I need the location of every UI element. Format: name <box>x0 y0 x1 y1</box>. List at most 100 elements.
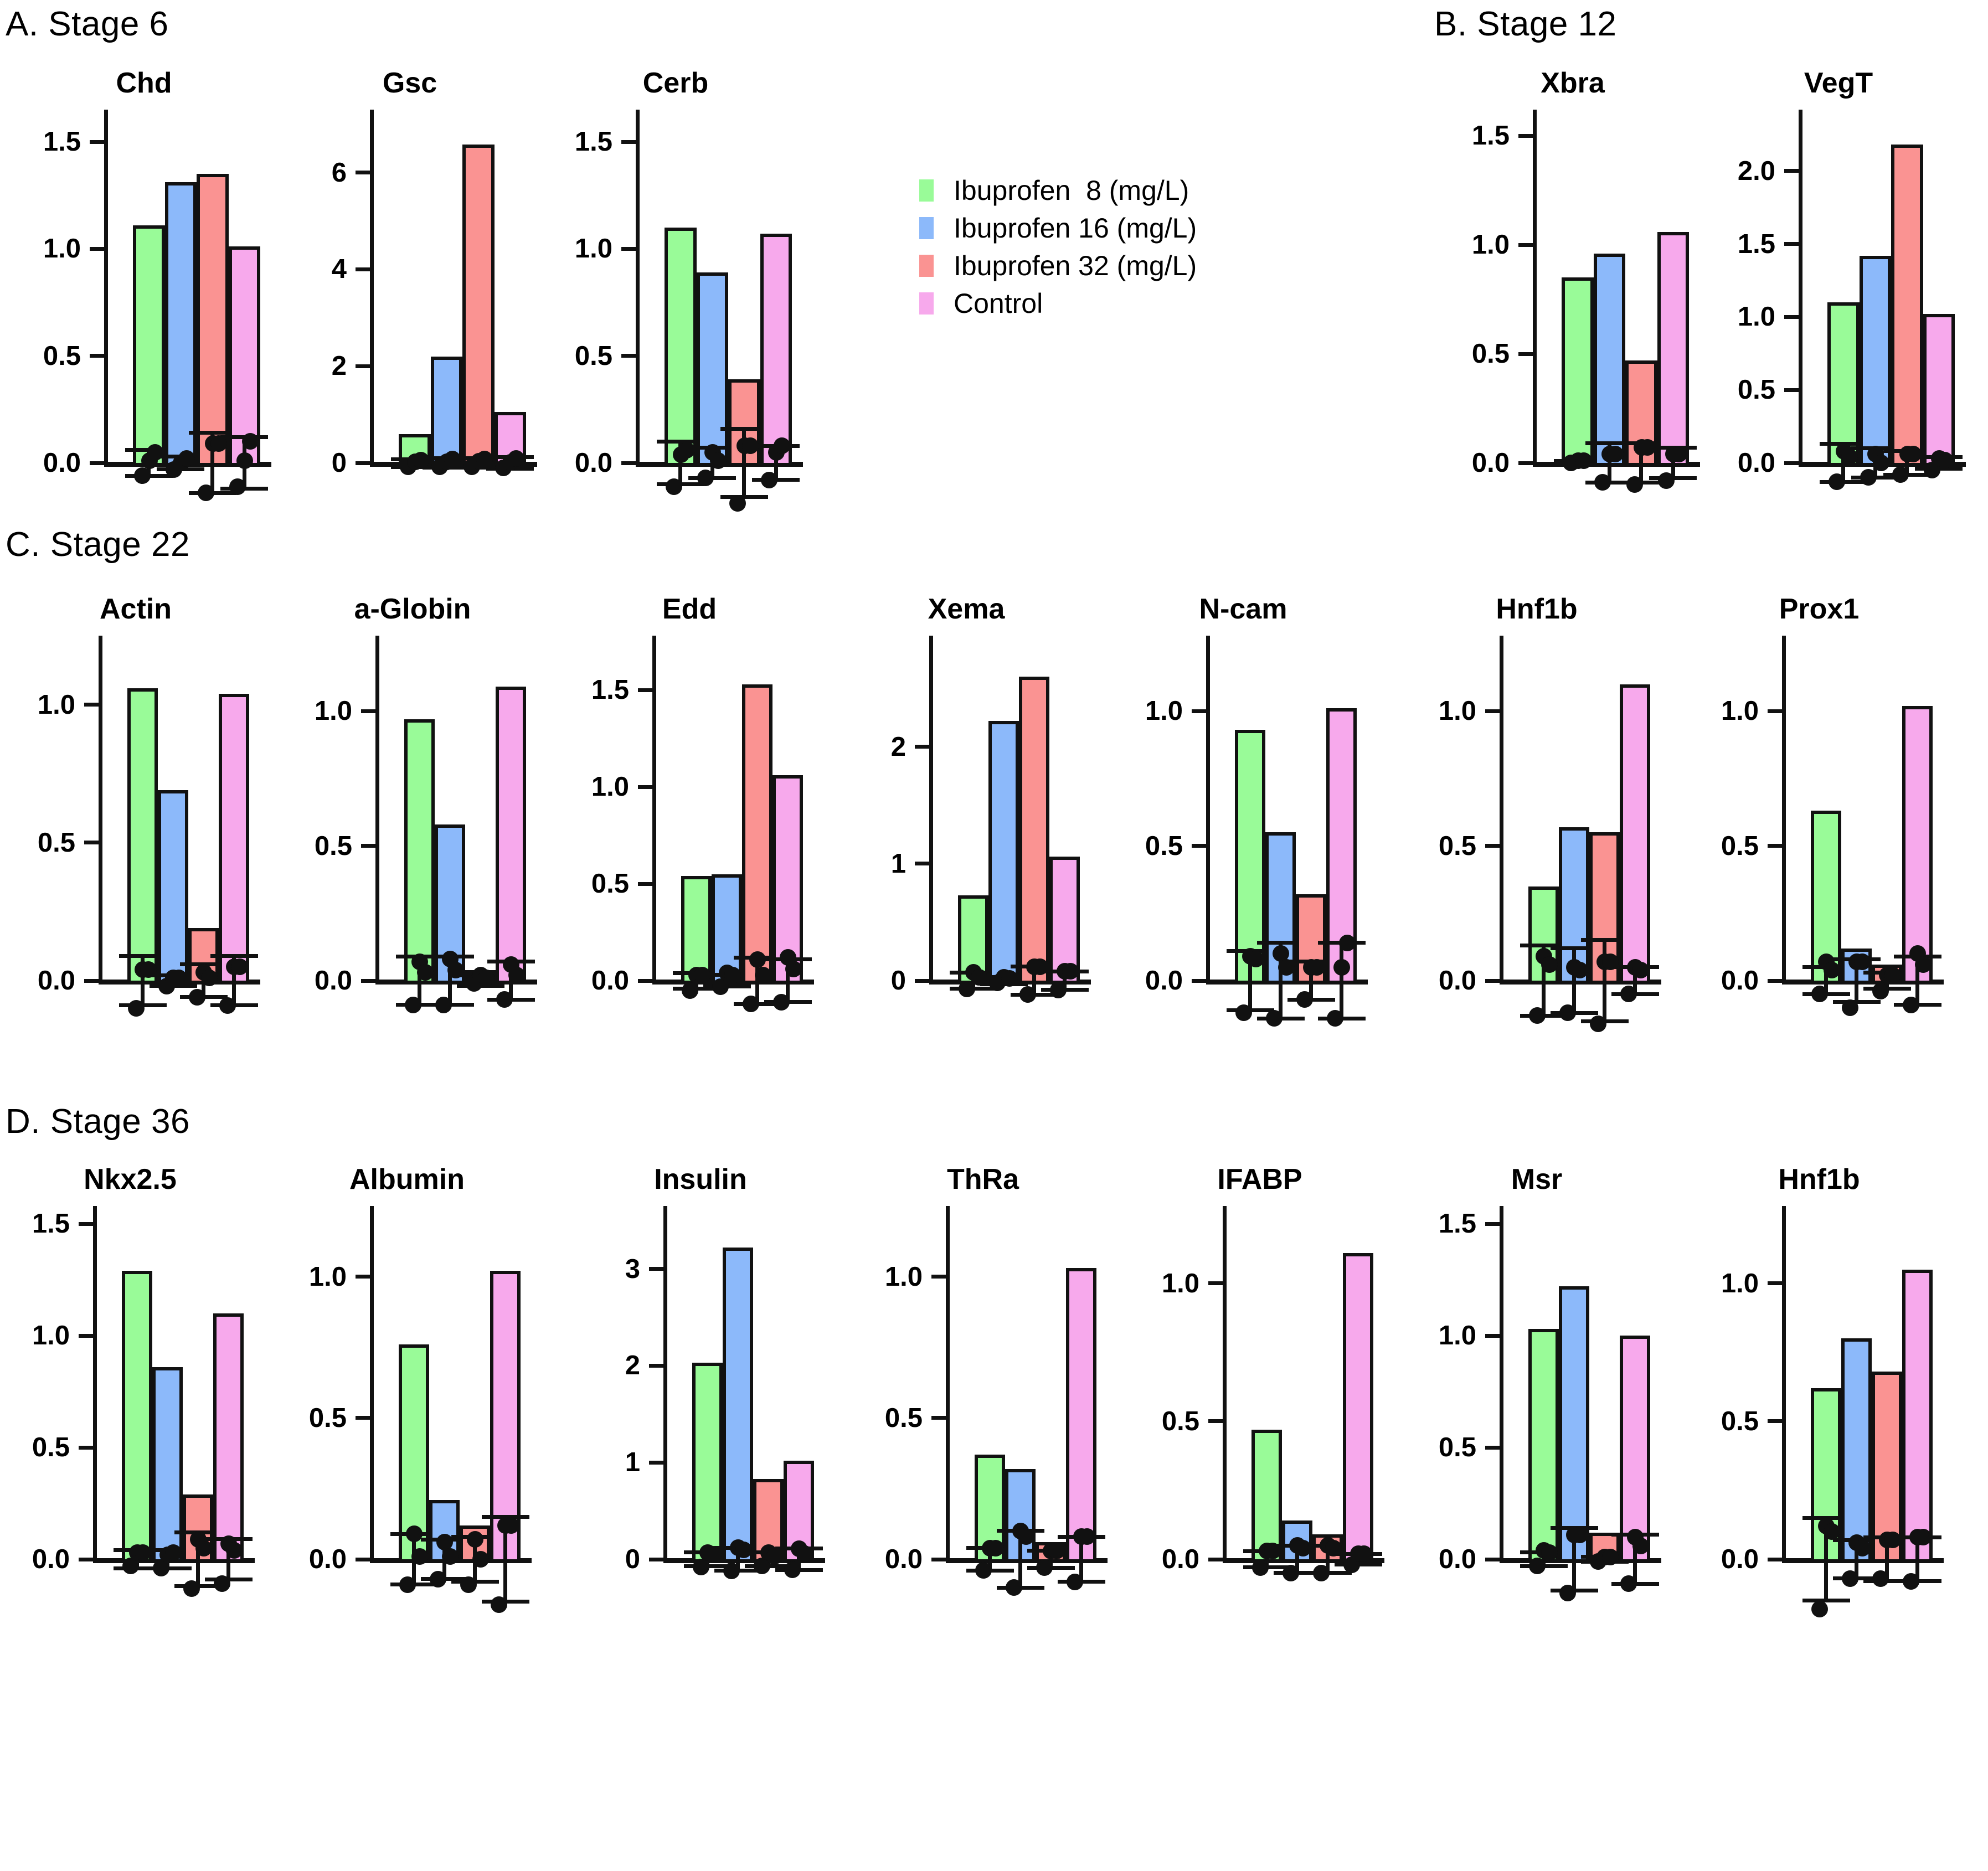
bar-ibu8[interactable] <box>119 688 167 1017</box>
data-point <box>1566 1526 1583 1543</box>
bar-control[interactable] <box>1041 857 1089 998</box>
bar-ibu16[interactable] <box>143 1367 192 1577</box>
bar-ibu16[interactable] <box>1550 1286 1598 1601</box>
data-point <box>1903 996 1920 1013</box>
bar-ibu32[interactable] <box>733 684 781 1012</box>
y-tick-label: 1 <box>890 848 906 879</box>
bar-ibu16[interactable] <box>714 1248 762 1579</box>
data-point <box>1026 958 1043 975</box>
bar-ibu16[interactable] <box>1256 832 1305 1027</box>
bar-ibu8[interactable] <box>672 876 720 999</box>
bar-ibu16[interactable] <box>1550 827 1598 1022</box>
bar-ibu32[interactable] <box>456 967 504 992</box>
bar-ibu32[interactable] <box>1027 1542 1075 1576</box>
bar-ibu16[interactable] <box>420 1499 468 1587</box>
bar-ibu8[interactable] <box>390 1344 438 1593</box>
legend-item-ibu32[interactable]: Ibuprofen 32 (mg/L) <box>919 247 1197 285</box>
y-axis-line <box>1533 110 1537 463</box>
bar-control[interactable] <box>481 1271 529 1613</box>
bar-ibu8[interactable] <box>1226 730 1274 1022</box>
bar-control[interactable] <box>486 412 534 476</box>
data-point <box>1043 1542 1060 1559</box>
y-tick-mark <box>1784 169 1799 173</box>
bar-ibu16[interactable] <box>688 272 737 487</box>
bar-group <box>1553 110 1697 493</box>
bar-ibu8[interactable] <box>395 719 444 1013</box>
bar-ibu32[interactable] <box>1287 894 1335 1008</box>
bar-control[interactable] <box>764 775 812 1011</box>
bar-ibu32[interactable] <box>1883 145 1931 483</box>
bar-ibu8[interactable] <box>1520 886 1568 1024</box>
error-bar-cap <box>1520 1564 1568 1568</box>
bar-ibu16[interactable] <box>1832 1338 1881 1587</box>
bar-control[interactable] <box>1915 314 1963 479</box>
bar-ibu32[interactable] <box>720 379 768 512</box>
bar-ibu32[interactable] <box>1617 360 1665 493</box>
bar-control[interactable] <box>752 234 800 488</box>
bar-control[interactable] <box>1317 708 1366 1027</box>
bar-ibu32[interactable] <box>1863 964 1911 1000</box>
y-tick-label: 6 <box>331 157 347 188</box>
bar-control[interactable] <box>1649 231 1697 489</box>
bar-ibu32[interactable] <box>1863 1372 1911 1587</box>
bar-ibu32[interactable] <box>1580 1532 1629 1570</box>
error-bar-cap <box>1585 480 1634 484</box>
bar-ibu8[interactable] <box>1553 277 1601 471</box>
bar-ibu32[interactable] <box>174 1494 222 1597</box>
bar-ibu8[interactable] <box>113 1271 161 1575</box>
bar-ibu16[interactable] <box>996 1468 1044 1596</box>
bar-ibu32[interactable] <box>1304 1534 1352 1581</box>
chart-title: Insulin <box>654 1163 747 1195</box>
bar-ibu8[interactable] <box>949 895 997 997</box>
bar-ibu16[interactable] <box>426 824 474 1013</box>
bar-ibu32[interactable] <box>451 1525 499 1593</box>
bar-control[interactable] <box>1057 1268 1105 1590</box>
bar-ibu16[interactable] <box>157 182 205 478</box>
legend-item-ibu8[interactable]: Ibuprofen 8 (mg/L) <box>919 172 1197 209</box>
data-point <box>1529 1007 1546 1024</box>
chart-chd: Chd 0.0 0.5 1.0 1.5 <box>22 66 271 502</box>
bar-ibu16[interactable] <box>1585 253 1634 491</box>
bar-ibu16[interactable] <box>703 874 751 995</box>
bar-ibu16[interactable] <box>1832 948 1881 1016</box>
bar-ibu8[interactable] <box>1802 811 1850 1003</box>
bar-control[interactable] <box>204 1313 253 1592</box>
bar-control[interactable] <box>775 1460 823 1579</box>
legend-item-control[interactable]: Control <box>919 285 1197 322</box>
bar-control[interactable] <box>210 693 258 1014</box>
bar-ibu32[interactable] <box>1580 832 1629 1032</box>
bar-ibu8[interactable] <box>683 1363 732 1575</box>
bar-ibu8[interactable] <box>656 227 704 495</box>
bar-control[interactable] <box>220 246 269 495</box>
legend-item-ibu16[interactable]: Ibuprofen 16 (mg/L) <box>919 209 1197 247</box>
bar-ibu32[interactable] <box>454 144 502 475</box>
bar-control[interactable] <box>1334 1253 1382 1573</box>
bar-ibu8[interactable] <box>125 225 173 484</box>
bar-ibu8[interactable] <box>1520 1329 1568 1575</box>
bar-ibu16[interactable] <box>1851 255 1899 486</box>
bar-control[interactable] <box>1893 705 1941 1013</box>
data-point <box>785 961 802 977</box>
bar-ibu32[interactable] <box>179 928 228 1006</box>
bar-control[interactable] <box>487 687 535 1008</box>
bar-ibu8[interactable] <box>1243 1429 1291 1576</box>
data-point <box>1879 1532 1896 1549</box>
bar-control[interactable] <box>1893 1269 1941 1590</box>
bar-ibu8[interactable] <box>390 434 439 475</box>
bar-ibu8[interactable] <box>1802 1388 1850 1617</box>
bar-ibu8[interactable] <box>1819 302 1867 491</box>
bar-ibu32[interactable] <box>744 1478 792 1575</box>
bar-ibu32[interactable] <box>188 174 236 502</box>
bar-control[interactable] <box>1611 1336 1659 1592</box>
y-tick-mark <box>84 841 99 845</box>
bar-ibu8[interactable] <box>966 1455 1014 1579</box>
bar-ibu16[interactable] <box>149 790 197 994</box>
bar-control[interactable] <box>1611 684 1659 1003</box>
data-point <box>1067 1573 1084 1590</box>
chart-title: Cerb <box>642 67 709 99</box>
bar-ibu16[interactable] <box>423 356 471 475</box>
data-point <box>502 454 519 471</box>
bar-ibu16[interactable] <box>980 721 1028 992</box>
bar-ibu32[interactable] <box>1010 676 1058 1003</box>
bar-ibu16[interactable] <box>1273 1520 1321 1581</box>
